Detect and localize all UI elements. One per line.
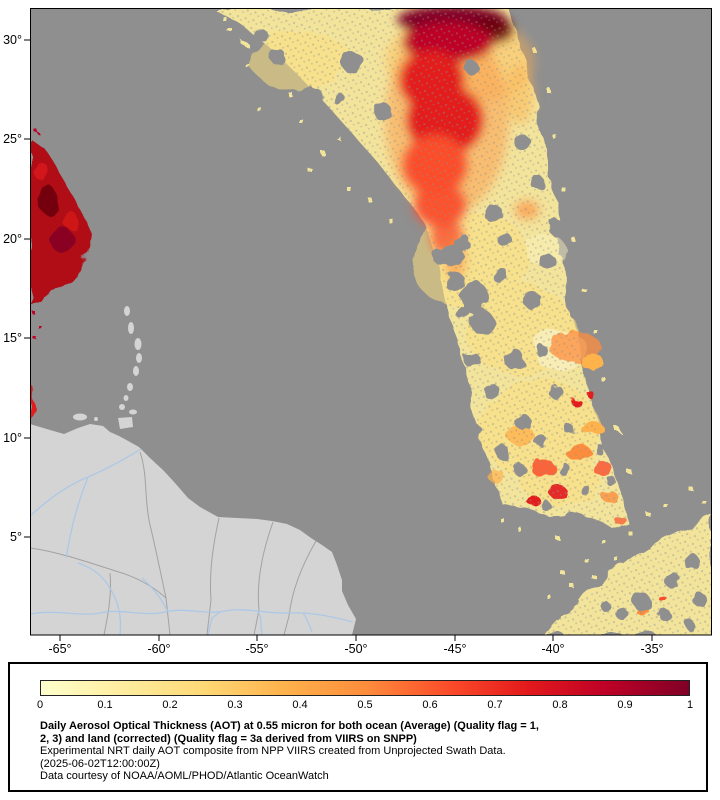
legend-credit: Data courtesy of NOAA/AOML/PHOD/Atlantic…: [40, 770, 329, 782]
lat-tick-label: 15°: [3, 331, 22, 345]
lat-tick-label: 25°: [3, 132, 22, 146]
lon-tick-label: -35°: [640, 642, 663, 656]
legend-timestamp: (2025-06-02T12:00:00Z): [40, 757, 160, 770]
axis-ticks: [24, 39, 653, 641]
caribbean-islands: [73, 306, 142, 429]
colorbar-tick-label: 0: [36, 699, 44, 711]
colorbar-tick-label: 0.6: [422, 699, 438, 711]
country-borders: [30, 451, 317, 635]
colorbar-tick-label: 0.8: [552, 699, 568, 711]
lon-tick-label: -65°: [48, 642, 71, 656]
map-data-layers: [30, 8, 712, 635]
latitude-axis: 30° 25° 20° 15° 10° 5°: [3, 33, 22, 544]
lat-tick-label: 5°: [10, 530, 22, 544]
colorbar-ticks: 0 0.1 0.2 0.3 0.4 0.5 0.6 0.7 0.8 0.9 1: [36, 699, 694, 712]
lat-tick-label: 10°: [3, 431, 22, 445]
swath-edge-speckles: [222, 16, 704, 600]
map-figure: 30° 25° 20° 15° 10° 5° -65° -60° -55° -5…: [3, 8, 712, 656]
legend-title-line-1: Daily Aerosol Optical Thickness (AOT) at…: [40, 720, 539, 732]
colorbar-tick-label: 0.9: [617, 699, 633, 711]
legend-info-line: Experimental NRT daily AOT composite fro…: [40, 745, 506, 757]
colorbar: [40, 680, 690, 696]
margarita-island: [73, 413, 87, 421]
colorbar-tick-label: 0.7: [487, 699, 503, 711]
longitude-axis: -65° -60° -55° -50° -45° -40° -35°: [48, 642, 663, 656]
lon-tick-label: -45°: [443, 642, 466, 656]
colorbar-tick-label: 0.5: [357, 699, 373, 711]
lon-tick-label: -60°: [147, 642, 170, 656]
lon-tick-label: -40°: [541, 642, 564, 656]
legend-text: Daily Aerosol Optical Thickness (AOT) at…: [40, 720, 696, 783]
trinidad-island: [118, 417, 133, 429]
legend-title-line-2: 2, 3) and land (corrected) (Quality flag…: [40, 732, 417, 745]
colorbar-tick-label: 1: [686, 699, 694, 711]
coastal-red-strip: [30, 383, 37, 423]
saturated-aot-patch: [30, 128, 90, 423]
colorbar-tick-label: 0.2: [162, 699, 178, 711]
swath-dither: [213, 8, 712, 635]
colorbar-tick-label: 0.4: [292, 699, 308, 711]
legend-box: 0 0.1 0.2 0.3 0.4 0.5 0.6 0.7 0.8 0.9 1 …: [8, 662, 708, 792]
colorbar-tick-label: 0.3: [227, 699, 243, 711]
lat-tick-label: 30°: [3, 33, 22, 47]
amazon-river: [30, 609, 354, 623]
lat-tick-label: 20°: [3, 232, 22, 246]
lon-tick-label: -55°: [245, 642, 268, 656]
colorbar-tick-label: 0.1: [97, 699, 113, 711]
map-border: [30, 8, 712, 636]
south-america-landmass: [30, 424, 356, 635]
lon-tick-label: -50°: [344, 642, 367, 656]
rivers: [30, 448, 354, 635]
